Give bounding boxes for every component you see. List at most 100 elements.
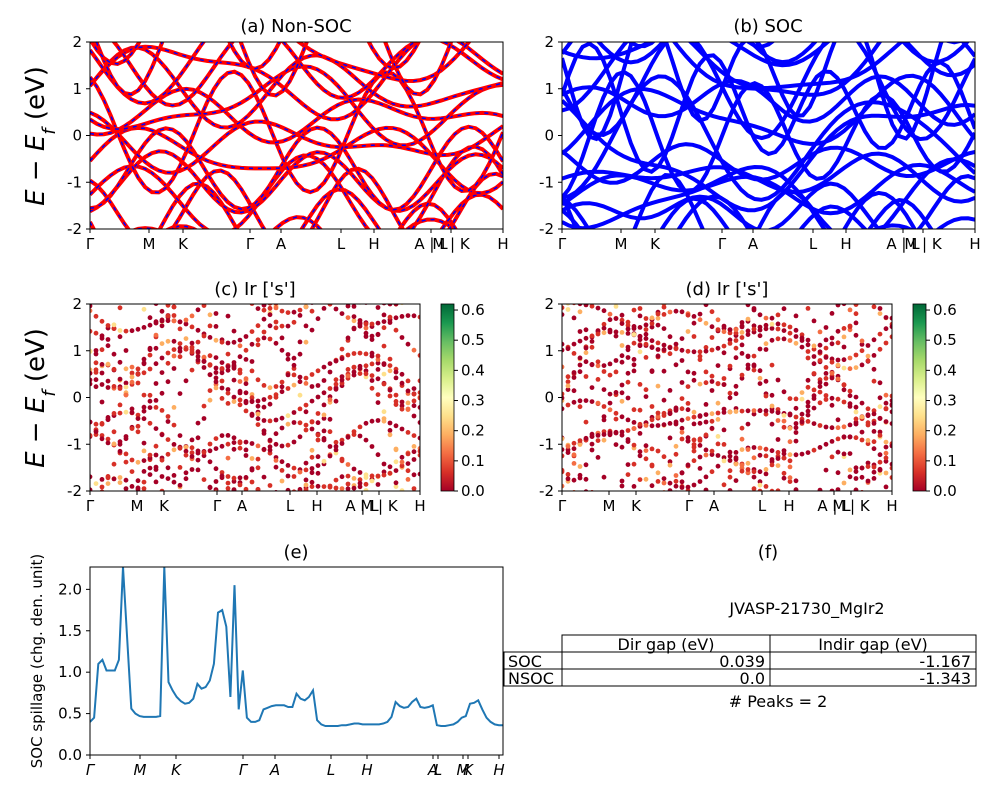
orbital-point: [111, 476, 117, 482]
orbital-point: [195, 307, 201, 313]
orbital-point: [757, 333, 763, 339]
orbital-point: [279, 384, 285, 390]
orbital-point: [225, 313, 231, 319]
orbital-point: [387, 393, 393, 399]
orbital-point: [166, 298, 171, 303]
orbital-point: [399, 399, 405, 405]
orbital-point: [387, 470, 393, 476]
orbital-point: [830, 247, 835, 252]
orbital-point: [201, 450, 207, 455]
orbital-point: [655, 315, 661, 321]
orbital-point: [643, 448, 649, 453]
orbital-point: [853, 476, 859, 481]
orbital-point: [297, 469, 303, 475]
orbital-point: [679, 347, 685, 353]
orbital-point: [691, 314, 697, 319]
orbital-point: [393, 369, 399, 375]
orbital-point: [213, 436, 219, 441]
orbital-point: [135, 486, 141, 491]
orbital-point: [770, 255, 775, 260]
orbital-point: [769, 326, 775, 331]
orbital-point: [571, 440, 577, 446]
orbital-point: [369, 478, 375, 484]
orbital-point: [195, 450, 201, 456]
orbital-point: [673, 473, 679, 478]
orbital-point: [680, 558, 685, 563]
orbital-point: [661, 347, 667, 352]
orbital-point: [417, 452, 420, 458]
orbital-point: [243, 376, 249, 381]
orbital-point: [800, 557, 805, 562]
orbital-point: [691, 370, 697, 376]
orbital-point: [417, 471, 420, 477]
orbital-point: [196, 258, 201, 263]
orbital-point: [728, 552, 733, 557]
orbital-point: [375, 360, 381, 366]
orbital-point: [117, 475, 123, 480]
orbital-point: [625, 344, 631, 350]
orbital-point: [261, 329, 267, 335]
orbital-point: [400, 288, 405, 293]
orbital-point: [787, 458, 793, 464]
orbital-point: [255, 398, 261, 404]
orbital-point: [291, 465, 297, 471]
orbital-point: [90, 433, 93, 438]
orbital-point: [565, 476, 571, 482]
orbital-point: [613, 329, 619, 335]
orbital-point: [661, 368, 667, 374]
orbital-point: [364, 539, 369, 544]
orbital-point: [279, 443, 285, 449]
orbital-point: [267, 336, 273, 342]
x-tick-label: L: [337, 235, 346, 253]
orbital-point: [877, 380, 883, 386]
orbital-point: [310, 555, 315, 560]
orbital-point: [655, 311, 661, 317]
orbital-point: [565, 450, 571, 455]
orbital-point: [189, 340, 195, 346]
table-row-label: SOC: [508, 652, 542, 671]
orbital-point: [153, 332, 159, 338]
orbital-point: [613, 430, 619, 436]
orbital-point: [643, 336, 649, 341]
orbital-point: [727, 363, 733, 369]
orbital-point: [847, 324, 853, 330]
orbital-point: [237, 354, 243, 360]
orbital-point: [411, 444, 417, 449]
orbital-point: [99, 433, 105, 438]
orbital-point: [141, 416, 147, 422]
orbital-point: [739, 436, 745, 442]
orbital-point: [842, 256, 847, 261]
orbital-point: [847, 366, 853, 372]
orbital-point: [273, 305, 279, 311]
orbital-point: [871, 421, 877, 426]
orbital-point: [800, 494, 805, 499]
orbital-point: [806, 512, 811, 517]
orbital-point: [691, 349, 697, 355]
orbital-point: [171, 304, 177, 310]
orbital-point: [830, 261, 835, 266]
orbital-point: [399, 380, 405, 386]
orbital-point: [387, 464, 393, 470]
orbital-point: [709, 379, 715, 384]
orbital-point: [715, 441, 721, 447]
orbital-point: [303, 381, 309, 386]
orbital-point: [811, 361, 817, 367]
orbital-point: [141, 404, 147, 410]
orbital-point: [159, 390, 165, 396]
orbital-point: [339, 374, 345, 379]
orbital-point: [406, 538, 411, 543]
panel-a-bands: [90, 42, 503, 229]
orbital-point: [631, 307, 637, 313]
orbital-point: [171, 479, 177, 485]
orbital-point: [782, 267, 787, 272]
orbital-point: [625, 370, 631, 376]
table-cell: 0.0: [740, 669, 765, 688]
orbital-point: [303, 304, 309, 310]
orbital-point: [375, 400, 381, 405]
orbital-point: [262, 501, 267, 506]
orbital-point: [775, 437, 781, 442]
orbital-point: [865, 343, 871, 348]
orbital-point: [249, 368, 255, 374]
orbital-point: [835, 376, 841, 382]
